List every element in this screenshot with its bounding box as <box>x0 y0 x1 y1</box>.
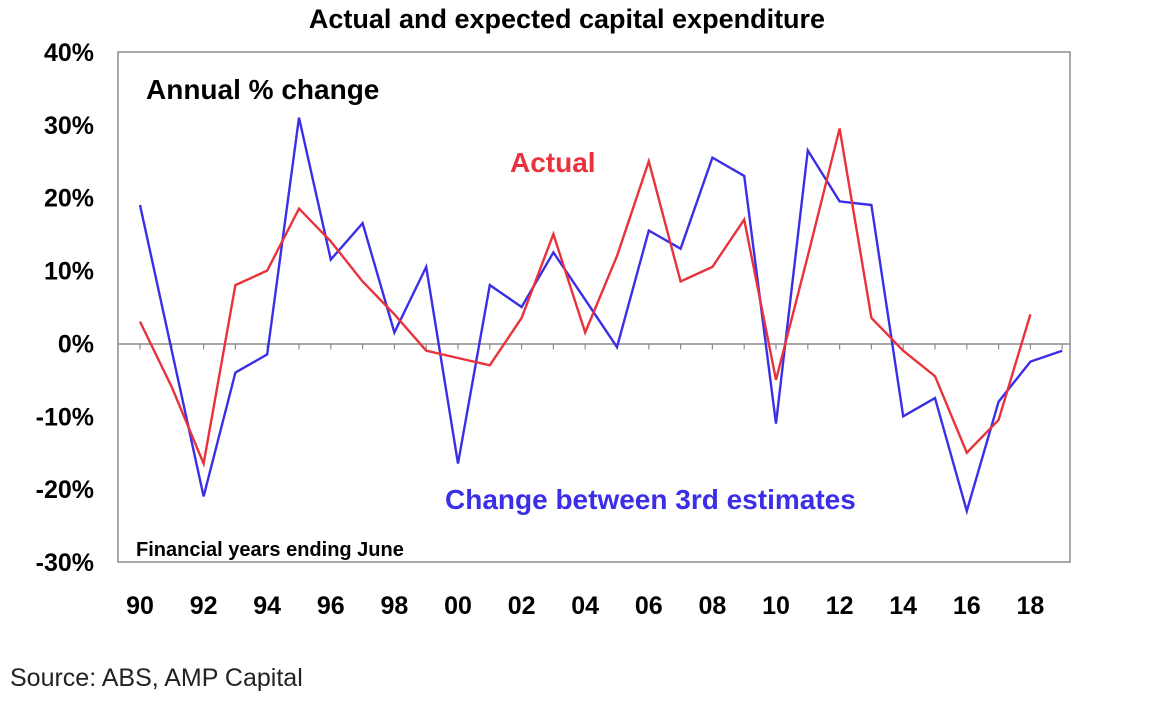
x-tick-label: 00 <box>444 592 472 620</box>
x-tick-label: 10 <box>762 592 790 620</box>
y-tick-labels: 40% 30% 20% 10% 0% -10% -20% -30% <box>36 39 94 577</box>
x-tick-label: 06 <box>635 592 663 620</box>
x-tick-label: 18 <box>1016 592 1044 620</box>
x-tick-label: 16 <box>953 592 981 620</box>
y-tick-label: 40% <box>44 39 94 67</box>
chart-title: Actual and expected capital expenditure <box>309 4 825 34</box>
x-tick-label: 14 <box>889 592 917 620</box>
y-tick-label: -30% <box>36 549 94 577</box>
y-tick-label: 30% <box>44 112 94 140</box>
y-tick-label: -10% <box>36 403 94 431</box>
x-tick-label: 08 <box>698 592 726 620</box>
x-tick-label: 96 <box>317 592 345 620</box>
series-label-change: Change between 3rd estimates <box>445 484 856 515</box>
x-tick-label: 02 <box>508 592 536 620</box>
x-tick-label: 94 <box>253 592 281 620</box>
y-tick-label: 0% <box>58 330 94 358</box>
series-line-actual <box>138 128 1032 468</box>
x-tick-label: 04 <box>571 592 599 620</box>
subtitle-annotation: Annual % change <box>146 74 379 105</box>
source-note: Source: ABS, AMP Capital <box>10 664 303 692</box>
x-tick-label: 92 <box>190 592 218 620</box>
y-tick-label: 20% <box>44 185 94 213</box>
x-tick-label: 90 <box>126 592 154 620</box>
series-label-actual: Actual <box>510 147 596 178</box>
series-lines <box>138 117 1063 516</box>
note-annotation: Financial years ending June <box>136 539 404 561</box>
x-tick-label: 98 <box>380 592 408 620</box>
y-tick-label: 10% <box>44 258 94 286</box>
x-tick-label: 12 <box>826 592 854 620</box>
x-tick-labels: 90 92 94 96 98 00 02 04 06 08 10 12 14 16 18 <box>126 592 1044 620</box>
plot-area <box>117 51 1071 563</box>
series-line-change-3rd-estimates <box>138 117 1063 516</box>
y-tick-label: -20% <box>36 476 94 504</box>
